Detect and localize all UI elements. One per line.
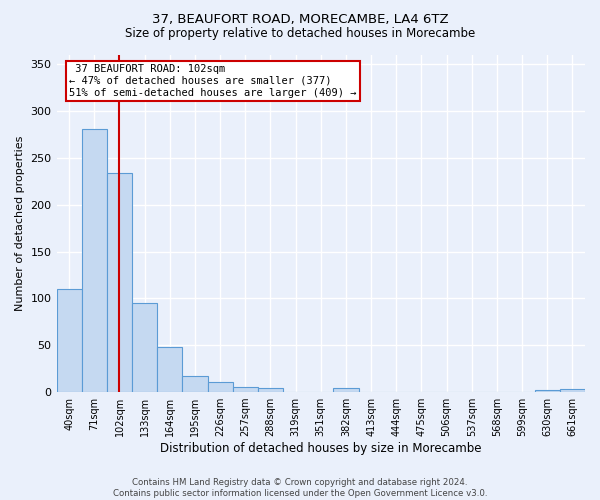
Y-axis label: Number of detached properties: Number of detached properties bbox=[15, 136, 25, 311]
Text: Contains HM Land Registry data © Crown copyright and database right 2024.
Contai: Contains HM Land Registry data © Crown c… bbox=[113, 478, 487, 498]
Bar bbox=[82, 129, 107, 392]
X-axis label: Distribution of detached houses by size in Morecambe: Distribution of detached houses by size … bbox=[160, 442, 482, 455]
Bar bbox=[233, 388, 258, 392]
Bar bbox=[182, 376, 208, 392]
Text: 37 BEAUFORT ROAD: 102sqm
← 47% of detached houses are smaller (377)
51% of semi-: 37 BEAUFORT ROAD: 102sqm ← 47% of detach… bbox=[69, 64, 356, 98]
Bar bbox=[560, 390, 585, 392]
Bar bbox=[208, 382, 233, 392]
Text: Size of property relative to detached houses in Morecambe: Size of property relative to detached ho… bbox=[125, 28, 475, 40]
Bar bbox=[157, 347, 182, 392]
Bar bbox=[334, 388, 359, 392]
Bar bbox=[56, 289, 82, 392]
Text: 37, BEAUFORT ROAD, MORECAMBE, LA4 6TZ: 37, BEAUFORT ROAD, MORECAMBE, LA4 6TZ bbox=[152, 12, 448, 26]
Bar bbox=[107, 173, 132, 392]
Bar bbox=[258, 388, 283, 392]
Bar bbox=[535, 390, 560, 392]
Bar bbox=[132, 303, 157, 392]
